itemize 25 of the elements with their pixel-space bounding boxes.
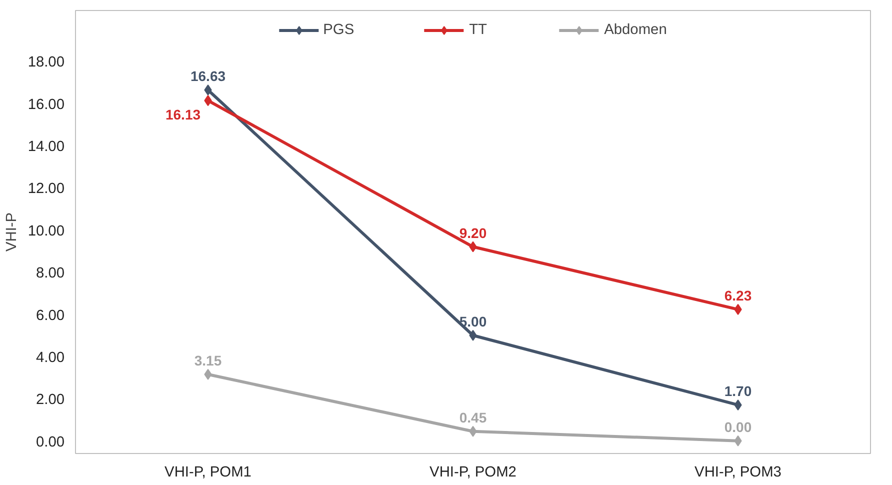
data-label: 0.45	[459, 409, 487, 426]
y-tick-label: 12.00	[28, 181, 65, 198]
x-tick-label: VHI-P, POM1	[164, 464, 252, 480]
data-label: 3.15	[194, 352, 222, 368]
y-tick-label: 0.00	[36, 434, 65, 450]
y-tick-label: 18.00	[28, 54, 65, 71]
data-label: 0.00	[724, 418, 752, 435]
x-tick-label: VHI-P, POM2	[430, 464, 516, 480]
data-label: 9.20	[459, 224, 487, 241]
data-label: 16.13	[165, 106, 201, 123]
data-label: 16.63	[190, 68, 226, 84]
y-tick-label: 2.00	[36, 392, 65, 408]
y-tick-label: 4.00	[36, 350, 65, 366]
data-label: 1.70	[724, 382, 752, 399]
x-tick-label: VHI-P, POM3	[694, 464, 782, 480]
y-axis-title: VHI-P	[4, 212, 20, 252]
y-tick-label: 16.00	[28, 96, 65, 113]
y-tick-label: 8.00	[36, 266, 65, 282]
legend-label: TT	[469, 22, 488, 38]
y-tick-label: 14.00	[28, 139, 65, 156]
legend-label: Abdomen	[604, 22, 667, 38]
y-tick-label: 6.00	[36, 308, 65, 324]
y-tick-label: 10.00	[28, 223, 65, 240]
data-label: 6.23	[724, 287, 752, 304]
legend-label: PGS	[323, 22, 354, 38]
